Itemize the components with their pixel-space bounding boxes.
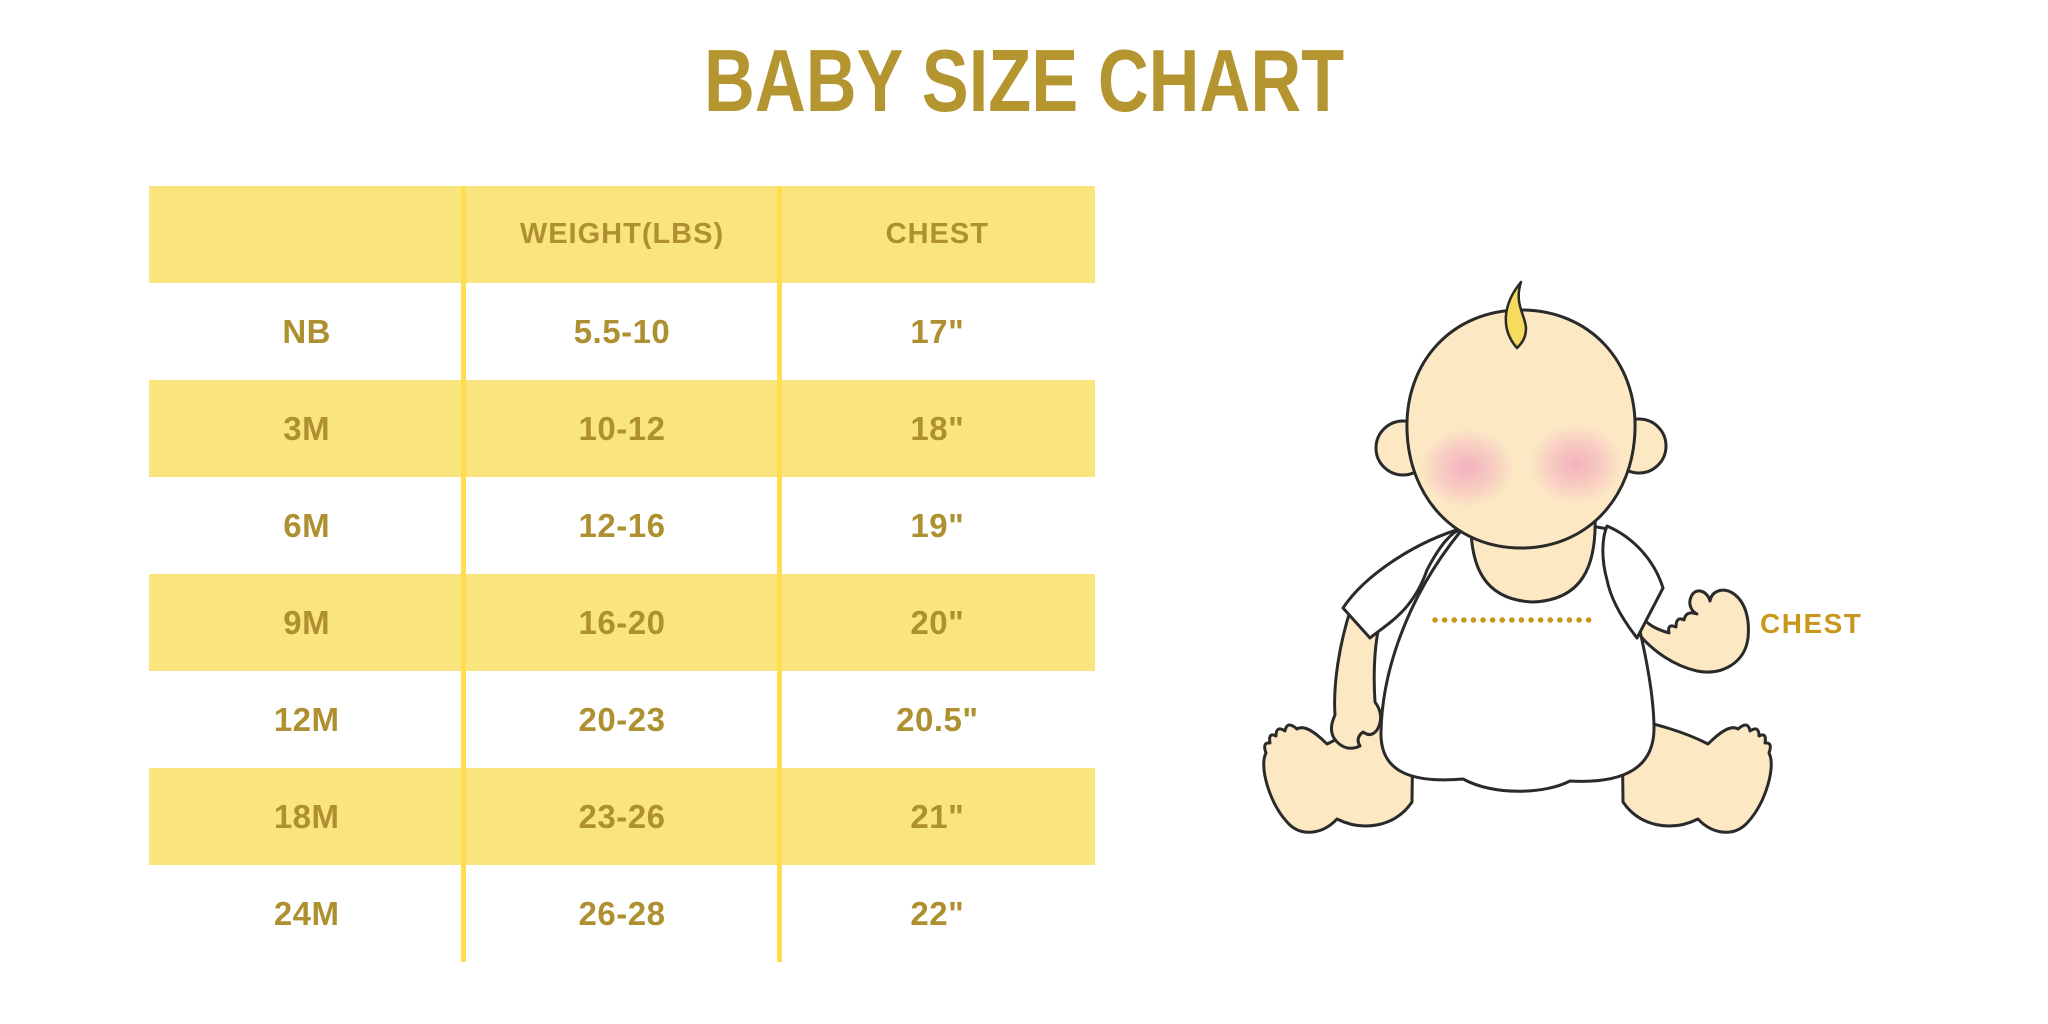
cell-chest: 20.5" bbox=[896, 700, 979, 738]
cell-chest: 22" bbox=[910, 894, 965, 932]
cell-size: 9M bbox=[283, 603, 331, 641]
page-title-wrap: BABY SIZE CHART bbox=[0, 30, 2048, 132]
cell-weight: 16-20 bbox=[578, 603, 666, 641]
baby-left-sleeve bbox=[1341, 526, 1465, 640]
table-row: 9M 16-20 20" bbox=[149, 574, 1095, 671]
column-divider bbox=[777, 186, 782, 962]
cell-weight: 20-23 bbox=[578, 700, 666, 738]
cell-weight: 23-26 bbox=[578, 797, 666, 835]
cell-size: 6M bbox=[283, 506, 331, 544]
cell-chest: 18" bbox=[910, 409, 965, 447]
header-cell-weight: WEIGHT(LBS) bbox=[519, 218, 725, 250]
header-cell-chest: CHEST bbox=[885, 218, 989, 250]
cell-weight: 5.5-10 bbox=[573, 312, 671, 350]
table-row: 18M 23-26 21" bbox=[149, 768, 1095, 865]
cell-chest: 17" bbox=[910, 312, 965, 350]
baby-svg: CHEST bbox=[1262, 280, 1862, 834]
table-row: 3M 10-12 18" bbox=[149, 380, 1095, 477]
page-title: BABY SIZE CHART bbox=[703, 31, 1345, 130]
cell-size: NB bbox=[282, 312, 331, 350]
column-divider bbox=[461, 186, 466, 962]
baby-size-table: WEIGHT(LBS) CHEST NB 5.5-10 17" 3M 10-12… bbox=[149, 186, 1095, 962]
baby-hair-curl-icon bbox=[1504, 280, 1528, 350]
baby-head bbox=[1405, 308, 1637, 550]
cell-chest: 21" bbox=[910, 797, 965, 835]
cell-weight: 26-28 bbox=[578, 894, 666, 932]
table-row: 12M 20-23 20.5" bbox=[149, 671, 1095, 768]
baby-right-blush bbox=[1528, 424, 1624, 504]
cell-size: 18M bbox=[273, 797, 340, 835]
table-row: 24M 26-28 22" bbox=[149, 865, 1095, 962]
cell-size: 3M bbox=[283, 409, 331, 447]
table-header-row: WEIGHT(LBS) CHEST bbox=[149, 186, 1095, 283]
cell-size: 12M bbox=[273, 700, 340, 738]
header-cell-size bbox=[149, 186, 464, 283]
baby-left-arm bbox=[1330, 606, 1383, 750]
table-row: NB 5.5-10 17" bbox=[149, 283, 1095, 380]
baby-left-blush bbox=[1419, 428, 1515, 508]
table-row: 6M 12-16 19" bbox=[149, 477, 1095, 574]
baby-illustration: CHEST bbox=[1255, 270, 1885, 870]
chest-label: CHEST bbox=[1760, 608, 1862, 639]
cell-chest: 19" bbox=[910, 506, 965, 544]
cell-weight: 10-12 bbox=[578, 409, 666, 447]
baby-right-arm bbox=[1635, 588, 1750, 674]
cell-weight: 12-16 bbox=[578, 506, 666, 544]
baby-right-sleeve bbox=[1601, 524, 1665, 640]
cell-size: 24M bbox=[273, 894, 340, 932]
cell-chest: 20" bbox=[910, 603, 965, 641]
